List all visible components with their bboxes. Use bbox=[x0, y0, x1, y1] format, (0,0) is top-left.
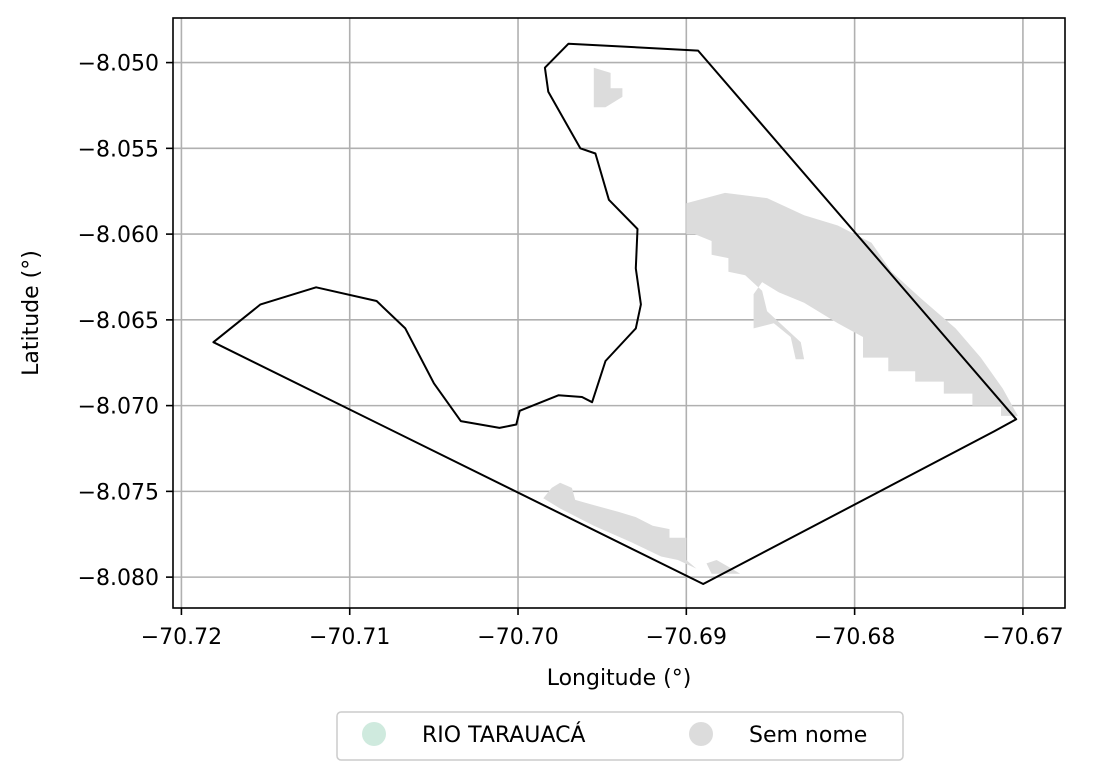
legend-frame bbox=[336, 711, 904, 761]
x-tick-label: −70.69 bbox=[646, 625, 727, 650]
legend: RIO TARAUACÁ Sem nome bbox=[336, 711, 904, 761]
feature-sem-nome-polygon bbox=[706, 560, 741, 574]
x-tick-label: −70.70 bbox=[477, 625, 558, 650]
feature-sem-nome-polygon bbox=[686, 192, 1018, 416]
feature-sem-nome-polygon bbox=[543, 482, 697, 569]
legend-swatch-rio-tarauaca bbox=[362, 722, 386, 746]
legend-label-rio-tarauaca: RIO TARAUACÁ bbox=[422, 722, 586, 748]
x-tick-label: −70.67 bbox=[982, 625, 1063, 650]
x-tick-label: −70.71 bbox=[309, 625, 390, 650]
y-tick-label: −8.080 bbox=[78, 566, 159, 591]
x-axis-label: Longitude (°) bbox=[547, 666, 692, 691]
axes-frame bbox=[172, 17, 1066, 609]
y-tick-label: −8.070 bbox=[78, 395, 159, 420]
y-tick-label: −8.055 bbox=[78, 137, 159, 162]
y-tick-label: −8.050 bbox=[78, 52, 159, 77]
legend-swatch-sem-nome bbox=[689, 722, 713, 746]
y-tick-label: −8.065 bbox=[78, 309, 159, 334]
area-boundary-outline bbox=[212, 42, 1018, 585]
x-tick-label: −70.68 bbox=[814, 625, 895, 650]
y-axis-label: Latitude (°) bbox=[19, 250, 44, 376]
feature-sem-nome-polygon bbox=[593, 67, 623, 108]
x-tick-label: −70.72 bbox=[141, 625, 222, 650]
y-tick-label: −8.075 bbox=[78, 480, 159, 505]
legend-label-sem-nome: Sem nome bbox=[749, 723, 867, 748]
y-tick-label: −8.060 bbox=[78, 223, 159, 248]
